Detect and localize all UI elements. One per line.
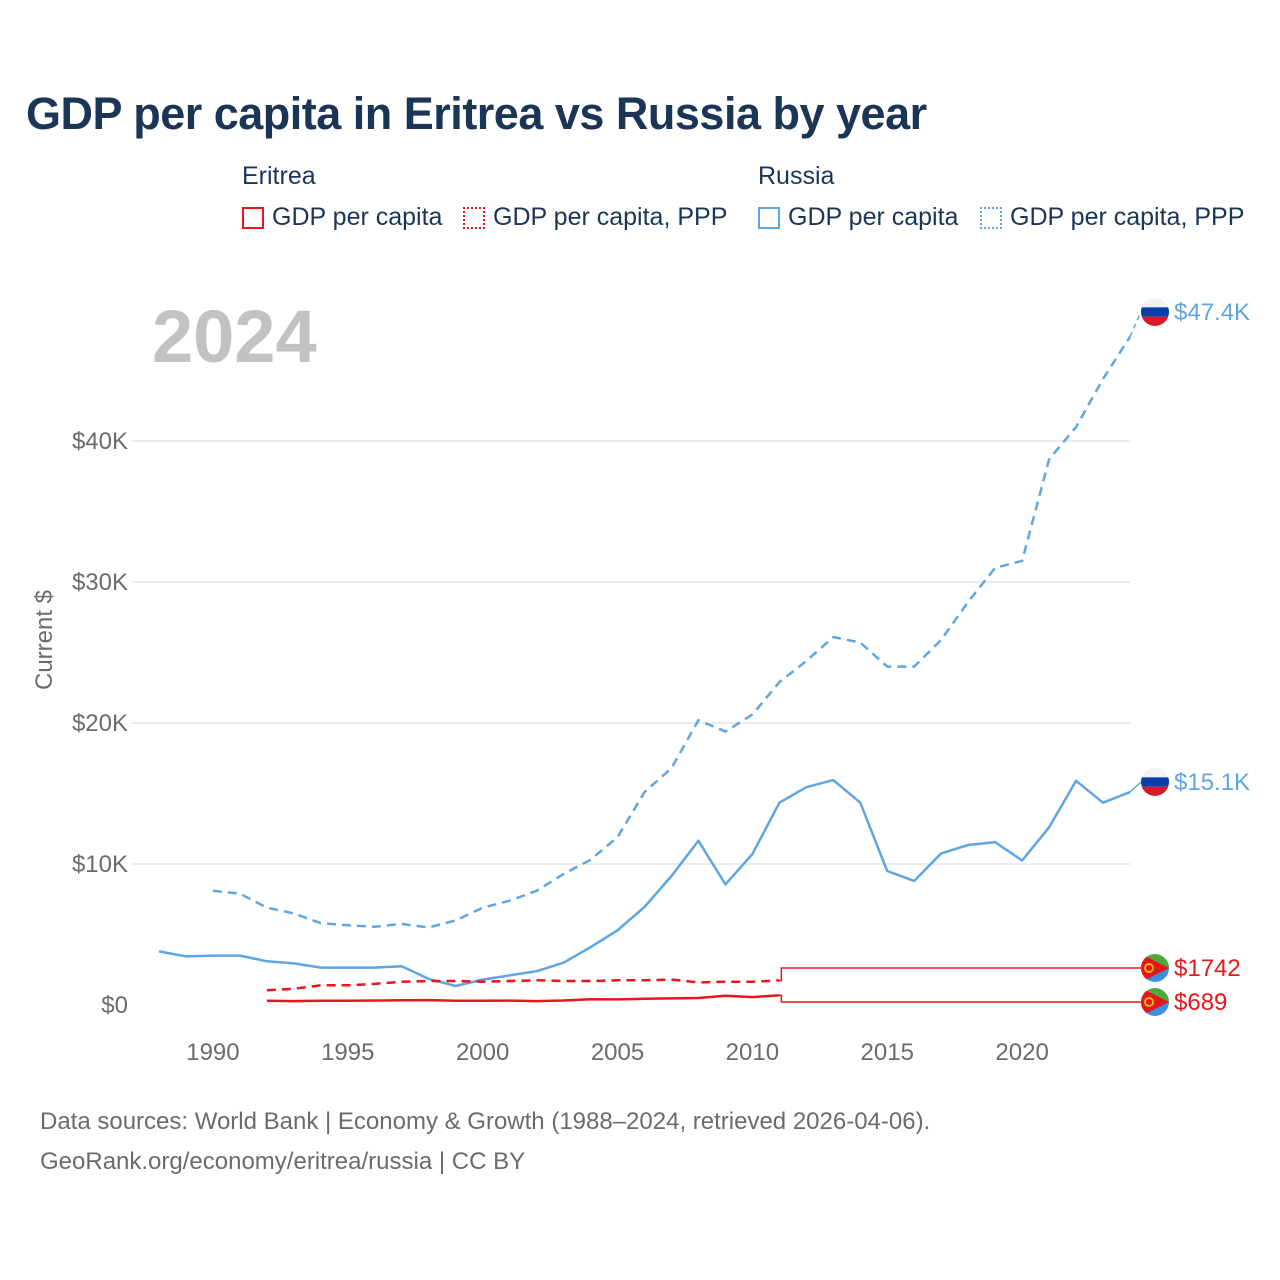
legend-swatch-solid-blue xyxy=(758,206,780,229)
eritrea-flag-icon xyxy=(1141,988,1169,1016)
series-line-eritrea-gdp xyxy=(266,994,780,1003)
y-axis-label: Current $ xyxy=(31,590,58,690)
x-tick-label: 2020 xyxy=(995,1039,1048,1066)
legend-swatch-solid-red xyxy=(242,206,264,229)
x-tick-label: 2010 xyxy=(726,1039,779,1066)
legend-country-eritrea: Eritrea xyxy=(242,162,316,190)
legend-country-russia: Russia xyxy=(758,162,835,190)
series-line-russia-gdp xyxy=(158,778,1131,988)
russia-flag-icon xyxy=(1141,298,1169,326)
series-line-eritrea-ppp xyxy=(266,978,780,992)
end-value-label: $689 xyxy=(1174,989,1227,1016)
end-value-label: $1742 xyxy=(1174,955,1241,982)
chart-title: GDP per capita in Eritrea vs Russia by y… xyxy=(26,88,927,139)
x-tick-label: 2015 xyxy=(861,1039,914,1066)
end-value-label: $15.1K xyxy=(1174,769,1250,796)
series-line-russia-ppp xyxy=(212,336,1132,929)
end-value-label: $47.4K xyxy=(1174,299,1250,326)
legend-swatch-dotted-red xyxy=(463,206,485,229)
leader-line xyxy=(779,994,1141,1003)
legend-label: GDP per capita, PPP xyxy=(493,203,728,231)
legend-label: GDP per capita xyxy=(788,203,959,231)
y-tick-label: $30K xyxy=(72,569,128,596)
eritrea-flag-icon xyxy=(1141,954,1169,982)
leader-line xyxy=(1129,781,1142,793)
legend-item-russia-gdp[interactable]: GDP per capita xyxy=(758,203,958,232)
legend-item-russia-gdp-ppp[interactable]: GDP per capita, PPP xyxy=(980,203,1244,232)
y-tick-label: $10K xyxy=(72,851,128,878)
x-tick-label: 2005 xyxy=(591,1039,644,1066)
x-tick-label: 2000 xyxy=(456,1039,509,1066)
y-tick-label: $40K xyxy=(72,428,128,455)
legend-label: GDP per capita xyxy=(272,203,443,231)
legend-label: GDP per capita, PPP xyxy=(1010,203,1245,231)
year-watermark: 2024 xyxy=(152,295,317,378)
x-tick-label: 1995 xyxy=(321,1039,374,1066)
russia-flag-icon xyxy=(1141,768,1169,796)
legend-item-eritrea-gdp-ppp[interactable]: GDP per capita, PPP xyxy=(463,203,727,232)
y-tick-label: $20K xyxy=(72,710,128,737)
y-tick-label: $0 xyxy=(101,992,128,1019)
leader-line xyxy=(1129,311,1142,337)
legend-swatch-dotted-blue xyxy=(980,206,1002,229)
footer-url[interactable]: GeoRank.org/economy/eritrea/russia | CC … xyxy=(40,1148,526,1175)
legend-item-eritrea-gdp[interactable]: GDP per capita xyxy=(242,203,442,232)
footer-sources: Data sources: World Bank | Economy & Gro… xyxy=(40,1108,931,1135)
leader-line xyxy=(779,967,1141,982)
x-tick-label: 1990 xyxy=(186,1039,239,1066)
